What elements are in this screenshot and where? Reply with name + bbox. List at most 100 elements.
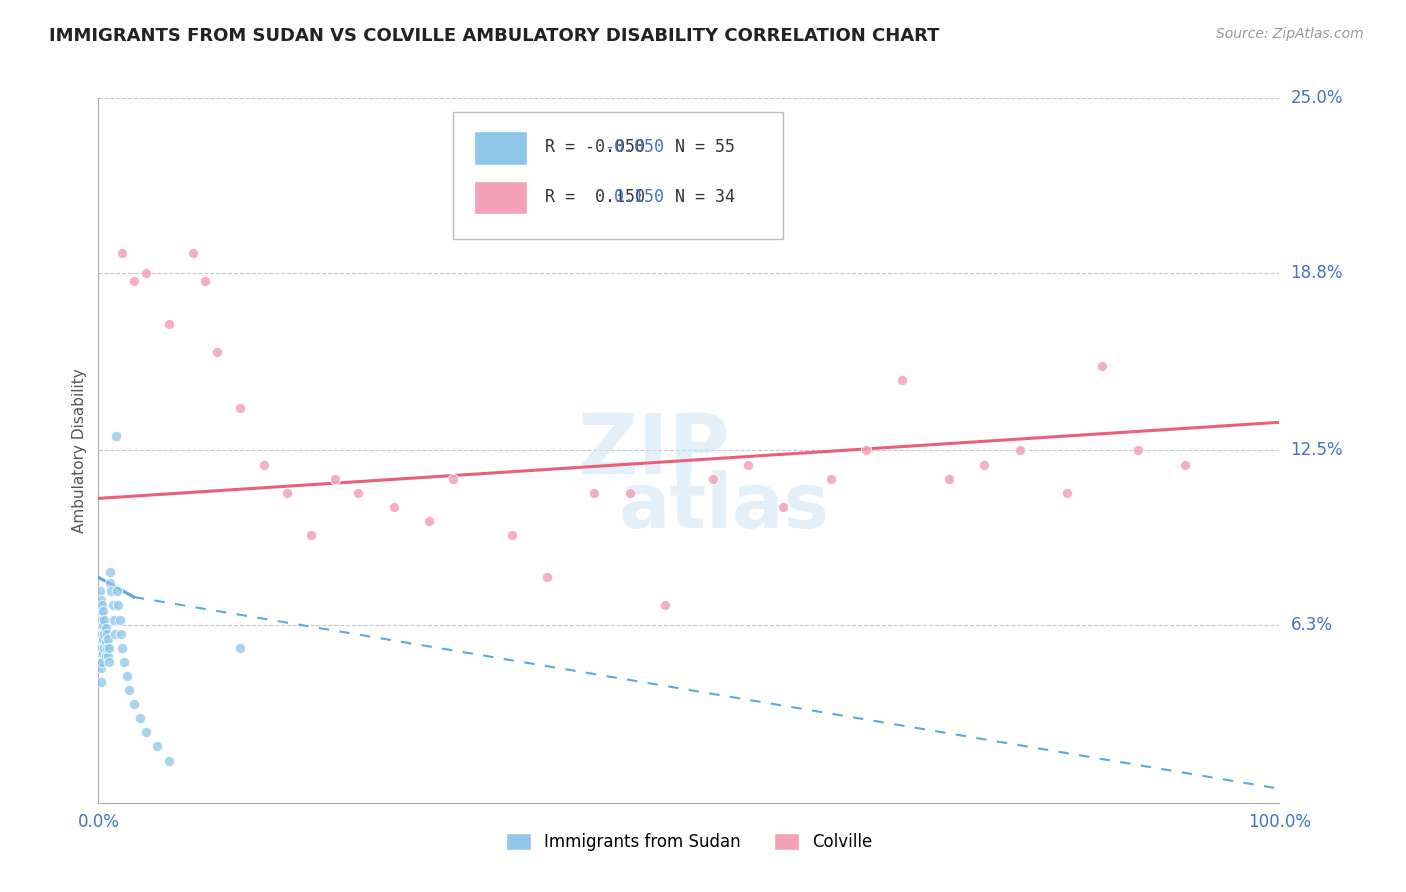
Point [382, 500, 405, 514]
Text: R = -0.050   N = 55: R = -0.050 N = 55 [546, 138, 735, 156]
Point [93, 626, 115, 640]
Point [105, 429, 128, 443]
Point [104, 626, 127, 640]
Point [157, 317, 180, 331]
Point [536, 570, 558, 584]
Legend: Immigrants from Sudan, Colville: Immigrants from Sudan, Colville [499, 826, 879, 858]
Point [890, 373, 912, 387]
Point [229, 401, 252, 416]
Point [135, 725, 157, 739]
Point [97, 632, 120, 647]
Point [90, 604, 112, 618]
Point [98, 640, 121, 655]
Point [90, 632, 112, 647]
Point [855, 443, 877, 458]
Point [157, 754, 180, 768]
Point [91, 632, 114, 647]
Point [91, 647, 114, 661]
FancyBboxPatch shape [474, 180, 527, 214]
Point [91, 599, 114, 613]
Point [583, 485, 606, 500]
Point [441, 472, 464, 486]
Point [105, 584, 128, 599]
Point [737, 458, 759, 472]
Point [94, 621, 117, 635]
Point [91, 618, 114, 632]
Point [94, 635, 117, 649]
Point [89, 599, 111, 613]
Point [110, 626, 132, 640]
Point [619, 485, 641, 500]
Point [135, 266, 157, 280]
Point [91, 604, 114, 618]
Point [112, 655, 135, 669]
Point [1056, 485, 1078, 500]
Point [91, 613, 114, 627]
Text: 6.3%: 6.3% [1291, 616, 1333, 634]
Text: -0.050: -0.050 [605, 138, 664, 156]
Point [98, 565, 121, 579]
Point [1091, 359, 1114, 373]
Point [108, 613, 131, 627]
Text: Source: ZipAtlas.com: Source: ZipAtlas.com [1216, 27, 1364, 41]
Point [347, 485, 370, 500]
Point [107, 599, 129, 613]
Point [97, 649, 120, 664]
Point [299, 528, 322, 542]
Point [1174, 458, 1197, 472]
Point [89, 584, 111, 599]
Point [181, 246, 204, 260]
Point [702, 472, 724, 486]
Point [122, 697, 145, 711]
Point [111, 640, 134, 655]
Point [654, 599, 676, 613]
Point [115, 669, 138, 683]
Point [938, 472, 960, 486]
Point [146, 739, 169, 754]
Point [418, 514, 440, 528]
Point [91, 640, 114, 655]
Point [323, 472, 346, 486]
Point [98, 655, 121, 669]
Point [89, 655, 111, 669]
Text: 12.5%: 12.5% [1291, 442, 1343, 459]
Point [91, 655, 114, 669]
Text: ZIP: ZIP [578, 410, 730, 491]
Text: 0.150: 0.150 [605, 188, 664, 206]
Point [1008, 443, 1031, 458]
Point [501, 528, 523, 542]
Text: 25.0%: 25.0% [1291, 89, 1343, 107]
Point [93, 640, 115, 655]
Point [194, 274, 217, 288]
Point [90, 674, 112, 689]
Point [122, 274, 145, 288]
Text: atlas: atlas [619, 470, 830, 544]
Point [973, 458, 995, 472]
Point [89, 626, 111, 640]
Point [96, 640, 118, 655]
Point [90, 647, 112, 661]
FancyBboxPatch shape [453, 112, 783, 239]
Point [205, 344, 228, 359]
Point [91, 626, 114, 640]
Point [1126, 443, 1149, 458]
Point [98, 576, 121, 591]
Point [118, 683, 141, 698]
Point [111, 246, 134, 260]
Point [253, 458, 276, 472]
Point [101, 599, 124, 613]
Point [93, 613, 115, 627]
Point [820, 472, 842, 486]
Point [772, 500, 794, 514]
Point [90, 660, 112, 674]
Point [229, 640, 252, 655]
Point [128, 711, 150, 725]
Point [103, 613, 125, 627]
Y-axis label: Ambulatory Disability: Ambulatory Disability [72, 368, 87, 533]
Point [90, 618, 112, 632]
Point [90, 592, 112, 607]
Point [100, 584, 122, 599]
Text: 18.8%: 18.8% [1291, 264, 1343, 282]
Text: R =  0.150   N = 34: R = 0.150 N = 34 [546, 188, 735, 206]
Point [89, 640, 111, 655]
